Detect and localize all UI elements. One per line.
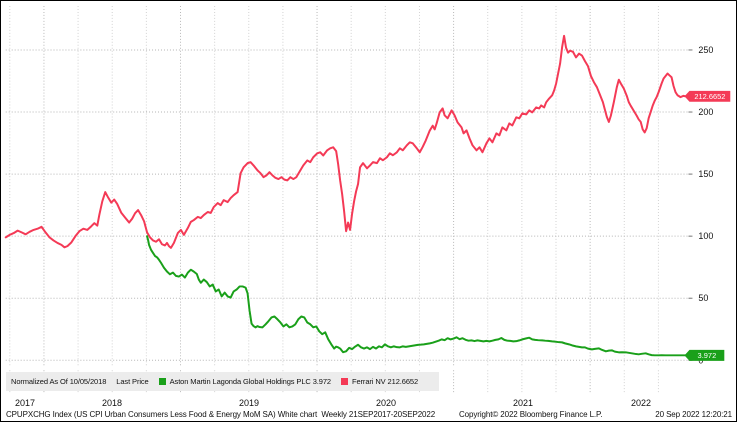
last-price-label: Last Price xyxy=(116,377,149,386)
x-axis-year-label: 2020 xyxy=(375,398,397,408)
last-price-tag-value: 3.972 xyxy=(698,351,717,360)
y-axis-tick-label: 200 xyxy=(698,107,713,117)
legend-bar: Normalized As Of 10/05/2018 Last Price A… xyxy=(6,372,439,391)
last-price-tag xyxy=(684,349,725,361)
ferrari-swatch-icon xyxy=(340,378,348,385)
legend-item-ferrari: Ferrari NV 212.6652 xyxy=(340,377,419,386)
y-axis-tick-label: 250 xyxy=(698,45,713,55)
footer-bar: CPUPXCHG Index (US CPI Urban Consumers L… xyxy=(1,410,736,421)
aston-martin-swatch-icon xyxy=(158,378,166,385)
x-axis-year-label: 2018 xyxy=(101,398,123,408)
legend-item-aston-martin: Aston Martin Lagonda Global Holdings PLC… xyxy=(158,377,331,386)
x-axis-year-label: 2021 xyxy=(512,398,534,408)
index-description-text: CPUPXCHG Index (US CPI Urban Consumers L… xyxy=(6,410,318,419)
last-price-tag-value: 212.6652 xyxy=(694,92,725,101)
timestamp-text: 20 Sep 2022 12:20:21 xyxy=(655,410,732,419)
x-axis-year-label: 2017 xyxy=(14,398,36,408)
y-axis-tick-label: 50 xyxy=(698,293,708,303)
period-text: Weekly 21SEP2017-20SEP2022 xyxy=(321,410,436,419)
price-line-ferrari xyxy=(4,34,690,249)
y-axis-tick-label: 150 xyxy=(698,169,713,179)
copyright-text: Copyright© 2022 Bloomberg Finance L.P. xyxy=(459,410,603,419)
aston-martin-legend-label: Aston Martin Lagonda Global Holdings PLC… xyxy=(169,377,331,386)
y-axis-tick-label: 100 xyxy=(698,231,713,241)
ferrari-legend-label: Ferrari NV 212.6652 xyxy=(351,377,419,386)
last-price-tag xyxy=(684,90,731,102)
normalized-as-of-label: Normalized As Of 10/05/2018 xyxy=(11,377,107,386)
x-axis-year-label: 2022 xyxy=(630,398,652,408)
x-axis-year-label: 2019 xyxy=(238,398,260,408)
price-line-aston xyxy=(146,235,690,357)
chart-description: CPUPXCHG Index (US CPI Urban Consumers L… xyxy=(6,410,435,419)
